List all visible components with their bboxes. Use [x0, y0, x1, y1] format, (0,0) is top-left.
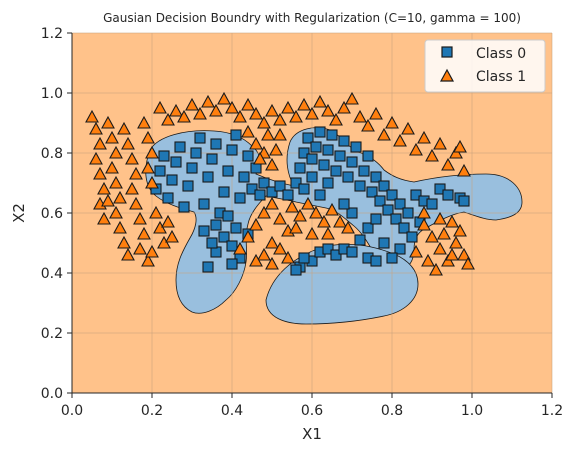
- class0-point: [299, 184, 309, 194]
- class0-point: [163, 193, 173, 203]
- class0-point: [371, 256, 381, 266]
- class0-point: [327, 130, 337, 140]
- class0-point: [255, 190, 265, 200]
- class0-point: [343, 172, 353, 182]
- class0-point: [459, 196, 469, 206]
- class0-point: [403, 208, 413, 218]
- class0-point: [371, 214, 381, 224]
- class0-point: [179, 202, 189, 212]
- class0-point: [227, 259, 237, 269]
- y-tick-label: 0.0: [41, 386, 63, 402]
- class0-point: [363, 151, 373, 161]
- x-tick-label: 0.2: [141, 403, 163, 419]
- class0-point: [207, 238, 217, 248]
- class0-point: [347, 157, 357, 167]
- class0-point: [355, 235, 365, 245]
- y-tick-label: 0.2: [41, 326, 63, 342]
- class0-point: [175, 142, 185, 152]
- class0-point: [291, 265, 301, 275]
- class0-point: [187, 163, 197, 173]
- class0-point: [331, 166, 341, 176]
- y-tick-label: 0.8: [41, 146, 63, 162]
- x-tick-label: 1.0: [461, 403, 483, 419]
- class0-point: [307, 154, 317, 164]
- class0-point: [227, 145, 237, 155]
- class0-point: [211, 139, 221, 149]
- class0-point: [243, 151, 253, 161]
- class0-point: [167, 175, 177, 185]
- legend-label-class1: Class 1: [476, 69, 526, 85]
- class0-point: [231, 130, 241, 140]
- class0-point: [315, 127, 325, 137]
- class0-point: [171, 157, 181, 167]
- class0-point: [159, 151, 169, 161]
- class0-point: [339, 136, 349, 146]
- class0-point: [195, 133, 205, 143]
- class0-point: [231, 223, 241, 233]
- chart-title: Gausian Decision Boundry with Regulariza…: [103, 11, 521, 25]
- y-axis-ticks: 0.0 0.2 0.4 0.6 0.8 1.0 1.2: [41, 26, 72, 402]
- x-axis-label: X1: [302, 425, 322, 443]
- class0-point: [387, 253, 397, 263]
- y-tick-label: 0.6: [41, 206, 63, 222]
- class0-point: [191, 148, 201, 158]
- class0-point: [211, 220, 221, 230]
- class0-point: [319, 160, 329, 170]
- y-tick-label: 1.0: [41, 86, 63, 102]
- y-tick-label: 0.4: [41, 266, 63, 282]
- class0-point: [323, 178, 333, 188]
- class0-point: [223, 166, 233, 176]
- class0-point: [239, 172, 249, 182]
- class0-point: [311, 142, 321, 152]
- class0-point: [323, 145, 333, 155]
- class0-point: [307, 172, 317, 182]
- class0-point: [351, 142, 361, 152]
- class0-point: [155, 166, 165, 176]
- class0-point: [443, 190, 453, 200]
- class0-point: [347, 247, 357, 257]
- class0-point: [203, 262, 213, 272]
- x-tick-label: 0.4: [221, 403, 243, 419]
- class0-point: [219, 187, 229, 197]
- x-tick-label: 0.6: [301, 403, 323, 419]
- class0-point: [199, 226, 209, 236]
- class0-point: [235, 193, 245, 203]
- class0-point: [355, 181, 365, 191]
- legend-square-marker: [442, 47, 452, 57]
- x-axis-ticks: 0.0 0.2 0.4 0.6 0.8 1.0 1.2: [61, 393, 563, 419]
- x-tick-label: 0.0: [61, 403, 83, 419]
- class0-point: [427, 199, 437, 209]
- legend-label-class0: Class 0: [476, 46, 526, 62]
- class0-point: [207, 154, 217, 164]
- class0-point: [223, 211, 233, 221]
- class0-point: [199, 199, 209, 209]
- legend: Class 0 Class 1: [425, 40, 545, 92]
- class0-point: [339, 199, 349, 209]
- x-tick-label: 0.8: [381, 403, 403, 419]
- y-axis-label: X2: [10, 203, 28, 223]
- class0-point: [335, 151, 345, 161]
- class0-point: [283, 190, 293, 200]
- class0-point: [299, 253, 309, 263]
- class0-point: [379, 238, 389, 248]
- y-tick-label: 1.2: [41, 26, 63, 42]
- class0-point: [295, 163, 305, 173]
- class0-point: [315, 190, 325, 200]
- class0-point: [227, 241, 237, 251]
- class0-point: [203, 172, 213, 182]
- class0-point: [183, 181, 193, 191]
- class0-point: [407, 232, 417, 242]
- x-tick-label: 1.2: [541, 403, 563, 419]
- class0-point: [359, 166, 369, 176]
